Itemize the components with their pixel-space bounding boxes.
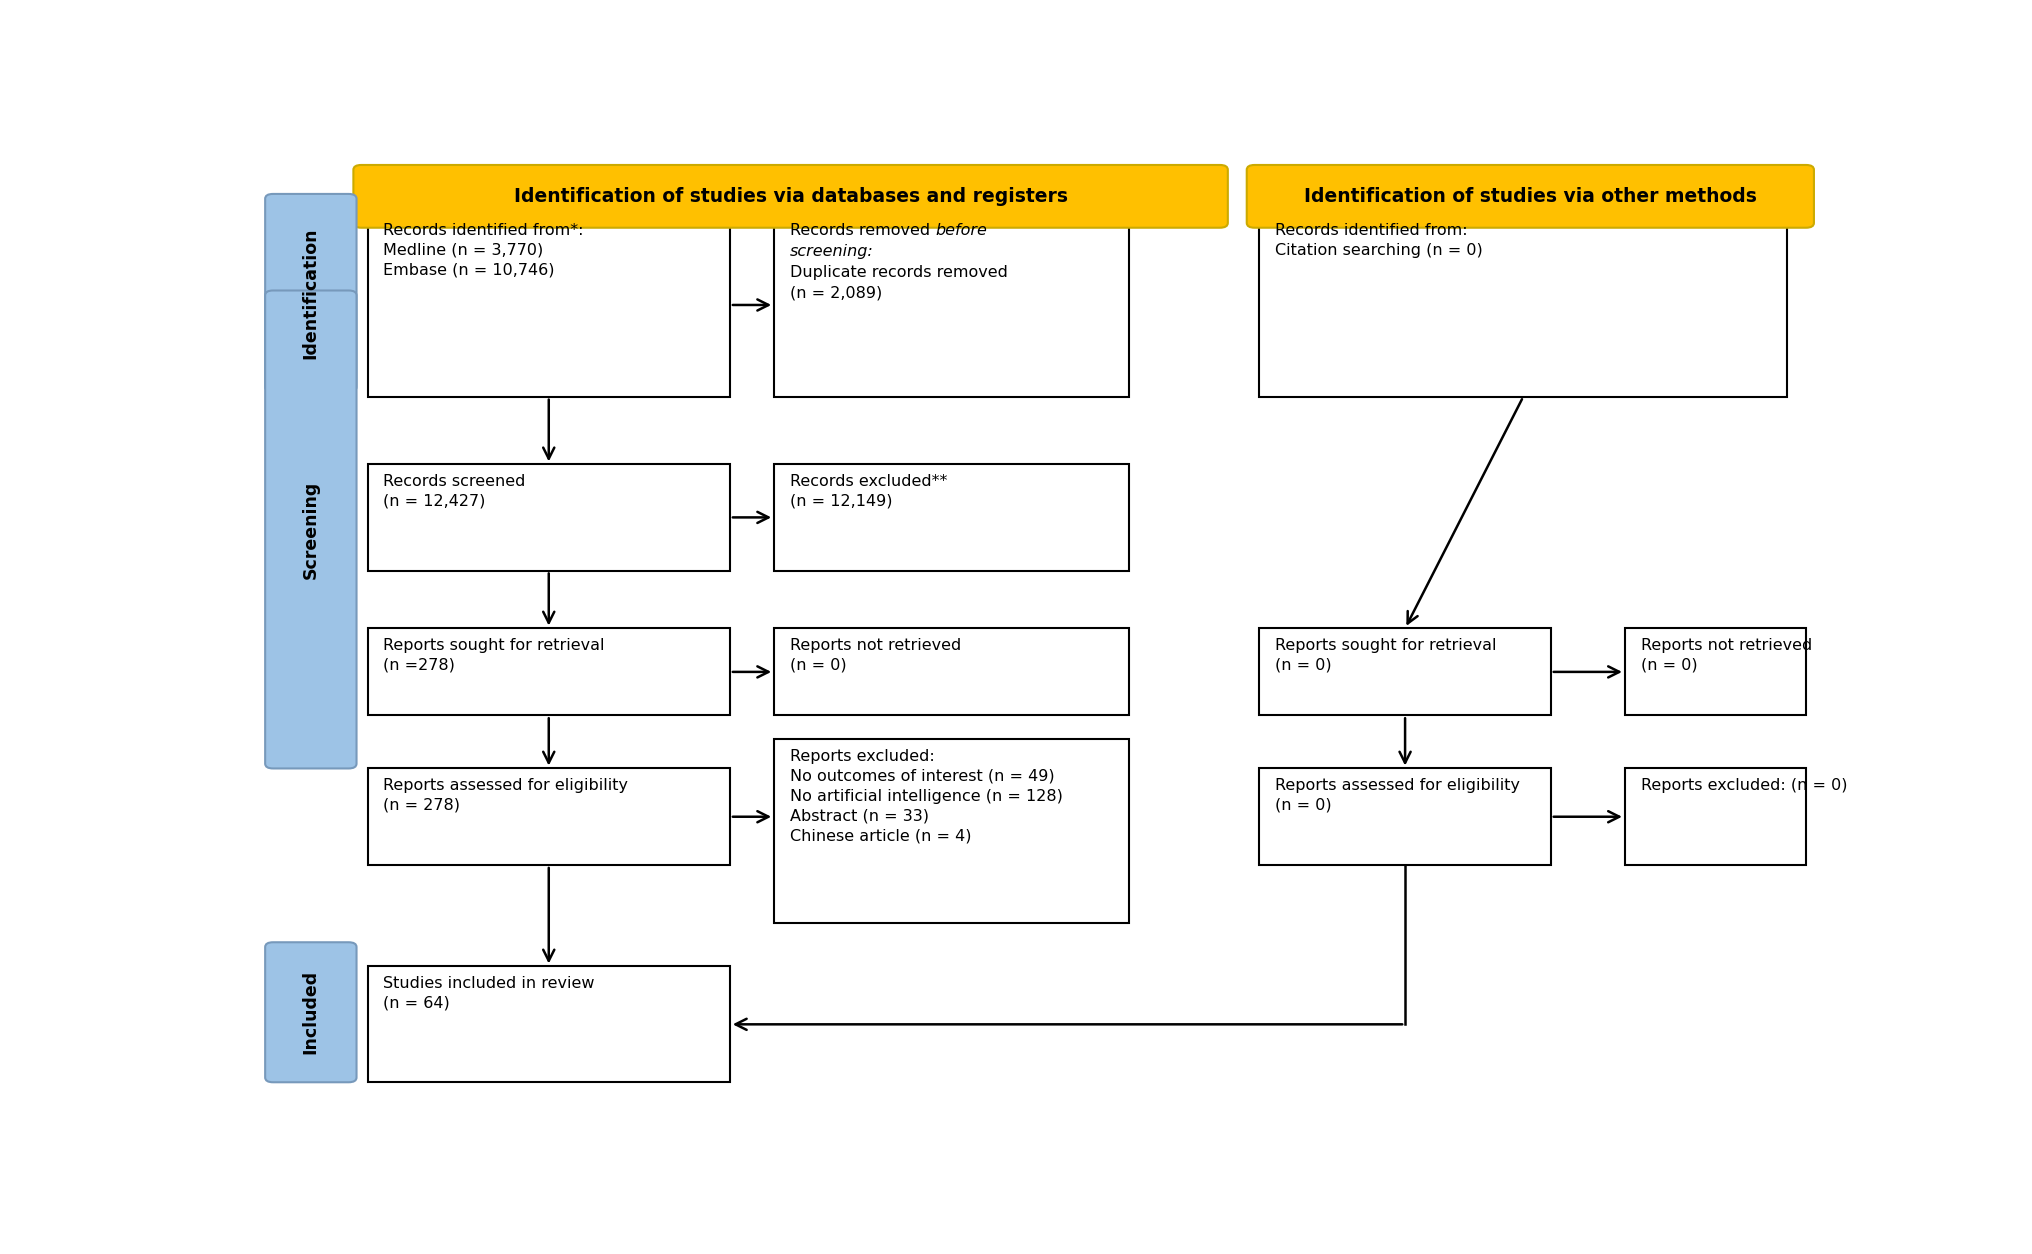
Text: Records screened
(n = 12,427): Records screened (n = 12,427)	[384, 474, 526, 509]
Bar	[1258, 213, 1786, 396]
Text: Reports sought for retrieval
(n =278): Reports sought for retrieval (n =278)	[384, 638, 606, 673]
Bar	[1258, 628, 1550, 715]
Text: Duplicate records removed: Duplicate records removed	[788, 265, 1008, 280]
Text: Identification: Identification	[301, 227, 319, 359]
Bar	[1624, 769, 1804, 865]
Text: Records removed: Records removed	[788, 223, 935, 238]
Text: Identification of studies via databases and registers: Identification of studies via databases …	[514, 187, 1067, 206]
Bar	[368, 213, 729, 396]
Text: Included: Included	[301, 971, 319, 1055]
Bar	[368, 967, 729, 1082]
Bar	[774, 740, 1128, 923]
FancyBboxPatch shape	[264, 194, 356, 391]
Text: (n = 2,089): (n = 2,089)	[788, 286, 882, 301]
Text: Records identified from:
Citation searching (n = 0): Records identified from: Citation search…	[1274, 223, 1481, 258]
Bar	[774, 464, 1128, 571]
Text: Studies included in review
(n = 64): Studies included in review (n = 64)	[384, 976, 595, 1011]
Bar	[368, 464, 729, 571]
FancyBboxPatch shape	[1246, 166, 1813, 228]
Text: Screening: Screening	[301, 480, 319, 578]
Text: Reports excluded:
No outcomes of interest (n = 49)
No artificial intelligence (n: Reports excluded: No outcomes of interes…	[788, 749, 1063, 844]
Text: Reports excluded: (n = 0): Reports excluded: (n = 0)	[1640, 777, 1847, 793]
Text: Records excluded**
(n = 12,149): Records excluded** (n = 12,149)	[788, 474, 947, 509]
Bar	[1624, 628, 1804, 715]
Text: Records identified from*:
Medline (n = 3,770)
Embase (n = 10,746): Records identified from*: Medline (n = 3…	[384, 223, 583, 277]
Text: Identification of studies via other methods: Identification of studies via other meth…	[1303, 187, 1756, 206]
Bar	[774, 213, 1128, 396]
Text: before: before	[935, 223, 986, 238]
Text: Reports not retrieved
(n = 0): Reports not retrieved (n = 0)	[1640, 638, 1811, 673]
Text: Reports sought for retrieval
(n = 0): Reports sought for retrieval (n = 0)	[1274, 638, 1496, 673]
Bar	[368, 769, 729, 865]
FancyBboxPatch shape	[264, 942, 356, 1082]
Text: Reports assessed for eligibility
(n = 0): Reports assessed for eligibility (n = 0)	[1274, 777, 1520, 813]
Text: Reports not retrieved
(n = 0): Reports not retrieved (n = 0)	[788, 638, 961, 673]
Text: screening:: screening:	[788, 243, 874, 258]
FancyBboxPatch shape	[264, 291, 356, 769]
Text: Reports assessed for eligibility
(n = 278): Reports assessed for eligibility (n = 27…	[384, 777, 628, 813]
Bar	[1258, 769, 1550, 865]
Bar	[368, 628, 729, 715]
FancyBboxPatch shape	[354, 166, 1227, 228]
Bar	[774, 628, 1128, 715]
